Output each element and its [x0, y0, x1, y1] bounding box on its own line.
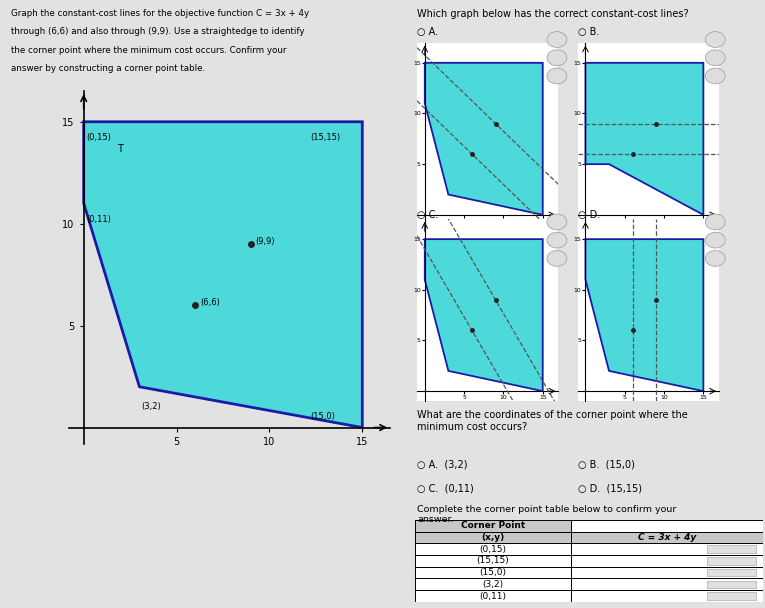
Bar	[415, 531, 571, 544]
Polygon shape	[83, 122, 363, 427]
Text: Which graph below has the correct constant-cost lines?: Which graph below has the correct consta…	[417, 9, 688, 19]
Polygon shape	[425, 63, 542, 215]
Bar	[571, 567, 763, 578]
Text: ○ B.: ○ B.	[578, 27, 599, 37]
Text: (15,15): (15,15)	[311, 133, 340, 142]
Text: through (6,6) and also through (9,9). Use a straightedge to identify: through (6,6) and also through (9,9). Us…	[11, 27, 305, 36]
Bar	[415, 567, 571, 578]
Text: (0,15): (0,15)	[86, 133, 112, 142]
Bar	[707, 581, 756, 588]
Text: T: T	[117, 144, 123, 154]
Bar	[415, 590, 571, 602]
Text: (9,9): (9,9)	[256, 237, 275, 246]
Text: (3,2): (3,2)	[142, 402, 161, 411]
Text: (15,0): (15,0)	[311, 412, 335, 421]
Text: (0,15): (0,15)	[480, 545, 506, 554]
Bar	[415, 520, 571, 531]
Text: C = 3x + 4y: C = 3x + 4y	[638, 533, 696, 542]
Polygon shape	[585, 239, 703, 391]
Text: (x,y): (x,y)	[481, 533, 505, 542]
Bar	[571, 590, 763, 602]
Bar	[707, 569, 756, 576]
Bar	[571, 520, 763, 531]
Bar	[571, 578, 763, 590]
Text: ○ D.  (15,15): ○ D. (15,15)	[578, 483, 642, 493]
Bar	[707, 557, 756, 565]
Bar	[415, 578, 571, 590]
Text: (15,0): (15,0)	[480, 568, 506, 577]
Text: (6,6): (6,6)	[200, 299, 220, 307]
Bar	[707, 545, 756, 553]
Polygon shape	[425, 239, 542, 391]
Polygon shape	[585, 63, 703, 215]
Text: ○ C.: ○ C.	[417, 210, 438, 219]
Text: the corner point where the minimum cost occurs. Confirm your: the corner point where the minimum cost …	[11, 46, 287, 55]
Text: ○ D.: ○ D.	[578, 210, 600, 219]
Text: What are the coordinates of the corner point where the
minimum cost occurs?: What are the coordinates of the corner p…	[417, 410, 688, 432]
Bar	[571, 544, 763, 555]
Bar	[415, 544, 571, 555]
Text: ○ A.: ○ A.	[417, 27, 438, 37]
Text: Graph the constant-cost lines for the objective function C = 3x + 4y: Graph the constant-cost lines for the ob…	[11, 9, 310, 18]
Bar	[571, 555, 763, 567]
Text: ○ B.  (15,0): ○ B. (15,0)	[578, 459, 634, 469]
Text: ○ C.  (0,11): ○ C. (0,11)	[417, 483, 474, 493]
Text: answer by constructing a corner point table.: answer by constructing a corner point ta…	[11, 64, 206, 73]
Bar	[415, 555, 571, 567]
Text: Complete the corner point table below to confirm your
answer.: Complete the corner point table below to…	[417, 505, 676, 524]
Bar	[571, 531, 763, 544]
Text: (0,11): (0,11)	[86, 215, 112, 224]
Text: ○ A.  (3,2): ○ A. (3,2)	[417, 459, 467, 469]
Text: (15,15): (15,15)	[477, 556, 509, 565]
Text: Corner Point: Corner Point	[461, 520, 525, 530]
Text: (0,11): (0,11)	[480, 592, 506, 601]
Bar	[707, 592, 756, 600]
Text: (3,2): (3,2)	[483, 580, 503, 589]
